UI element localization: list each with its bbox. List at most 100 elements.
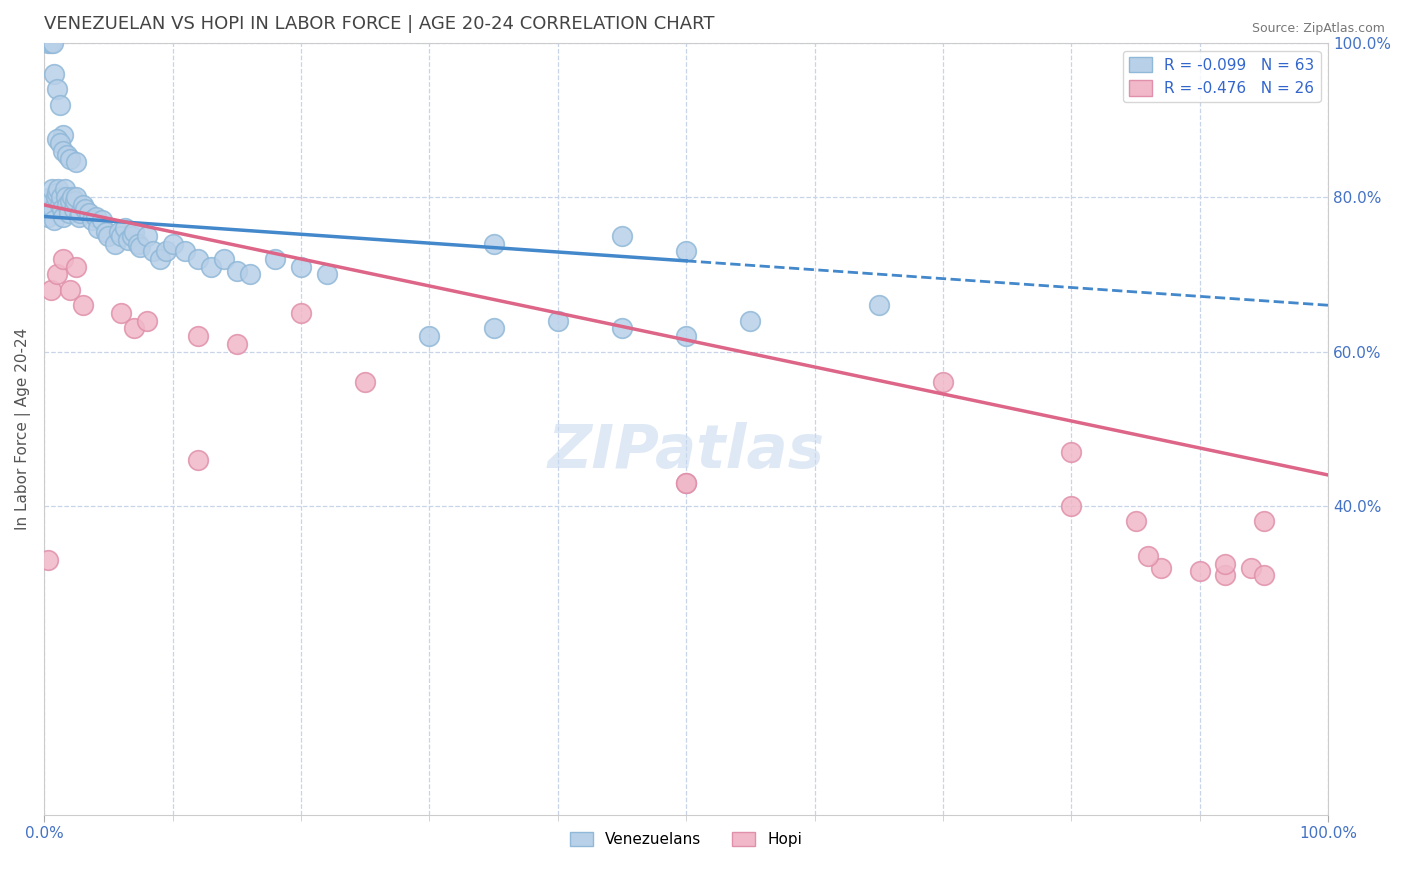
Point — [162, 236, 184, 251]
Point — [315, 268, 337, 282]
Point — [58, 205, 80, 219]
Point — [225, 336, 247, 351]
Point — [69, 205, 91, 219]
Point — [37, 553, 59, 567]
Point — [56, 198, 79, 212]
Point — [200, 260, 222, 274]
Point — [932, 376, 955, 390]
Point — [868, 298, 890, 312]
Point — [72, 198, 94, 212]
Point — [127, 236, 149, 251]
Point — [740, 314, 762, 328]
Point — [65, 155, 87, 169]
Point — [52, 210, 75, 224]
Point — [107, 225, 129, 239]
Point — [122, 225, 145, 239]
Point — [52, 144, 75, 158]
Point — [1060, 499, 1083, 513]
Point — [80, 213, 103, 227]
Point — [104, 236, 127, 251]
Point — [174, 244, 197, 259]
Point — [1215, 557, 1237, 571]
Point — [110, 306, 132, 320]
Point — [52, 128, 75, 143]
Point — [212, 252, 235, 266]
Point — [239, 268, 262, 282]
Point — [44, 67, 66, 81]
Point — [91, 213, 114, 227]
Point — [48, 198, 70, 212]
Point — [1240, 560, 1263, 574]
Point — [46, 268, 69, 282]
Point — [59, 152, 82, 166]
Point — [675, 475, 697, 490]
Point — [37, 36, 59, 50]
Point — [41, 182, 63, 196]
Point — [135, 314, 157, 328]
Point — [187, 452, 209, 467]
Point — [48, 97, 70, 112]
Point — [187, 329, 209, 343]
Point — [547, 314, 569, 328]
Point — [42, 36, 65, 50]
Point — [142, 244, 165, 259]
Point — [110, 228, 132, 243]
Point — [45, 190, 67, 204]
Point — [59, 283, 82, 297]
Legend: R = -0.099   N = 63, R = -0.476   N = 26: R = -0.099 N = 63, R = -0.476 N = 26 — [1123, 51, 1320, 103]
Point — [38, 198, 60, 212]
Y-axis label: In Labor Force | Age 20-24: In Labor Force | Age 20-24 — [15, 327, 31, 530]
Point — [56, 148, 79, 162]
Point — [121, 228, 143, 243]
Point — [46, 182, 69, 196]
Point — [48, 136, 70, 151]
Point — [42, 202, 65, 216]
Point — [675, 329, 697, 343]
Point — [62, 190, 84, 204]
Point — [418, 329, 440, 343]
Point — [53, 182, 76, 196]
Point — [675, 244, 697, 259]
Text: VENEZUELAN VS HOPI IN LABOR FORCE | AGE 20-24 CORRELATION CHART: VENEZUELAN VS HOPI IN LABOR FORCE | AGE … — [44, 15, 714, 33]
Point — [46, 132, 69, 146]
Point — [84, 210, 107, 224]
Point — [46, 186, 69, 201]
Point — [1215, 568, 1237, 582]
Point — [87, 221, 110, 235]
Point — [65, 190, 87, 204]
Point — [1060, 445, 1083, 459]
Point — [49, 190, 72, 204]
Point — [225, 263, 247, 277]
Point — [610, 228, 633, 243]
Point — [51, 202, 73, 216]
Point — [67, 210, 90, 224]
Point — [37, 210, 59, 224]
Point — [117, 233, 139, 247]
Point — [1188, 565, 1211, 579]
Point — [187, 252, 209, 266]
Point — [122, 321, 145, 335]
Point — [1253, 568, 1275, 582]
Point — [44, 213, 66, 227]
Point — [135, 228, 157, 243]
Point — [264, 252, 287, 266]
Point — [675, 475, 697, 490]
Point — [354, 376, 377, 390]
Point — [149, 252, 172, 266]
Point — [290, 260, 312, 274]
Point — [46, 82, 69, 96]
Point — [1150, 560, 1173, 574]
Point — [77, 205, 100, 219]
Point — [72, 298, 94, 312]
Point — [39, 190, 62, 204]
Point — [1125, 514, 1147, 528]
Point — [97, 228, 120, 243]
Point — [1137, 549, 1160, 563]
Point — [155, 244, 177, 259]
Point — [39, 283, 62, 297]
Point — [52, 252, 75, 266]
Point — [290, 306, 312, 320]
Point — [55, 190, 77, 204]
Point — [63, 194, 86, 208]
Point — [610, 321, 633, 335]
